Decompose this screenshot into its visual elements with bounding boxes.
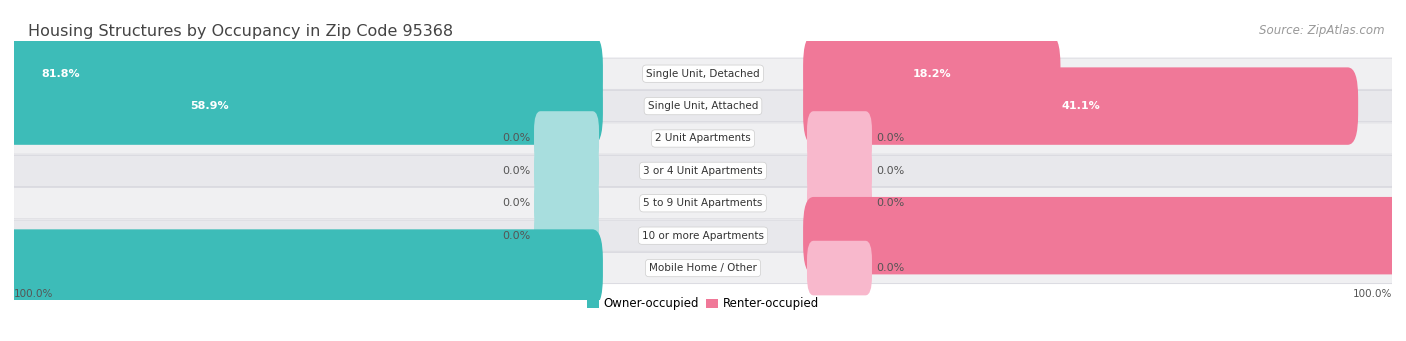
- Text: 100.0%: 100.0%: [14, 288, 53, 299]
- Text: Housing Structures by Occupancy in Zip Code 95368: Housing Structures by Occupancy in Zip C…: [28, 24, 453, 39]
- FancyBboxPatch shape: [14, 220, 1392, 251]
- FancyBboxPatch shape: [807, 111, 872, 166]
- Text: 0.0%: 0.0%: [502, 231, 530, 241]
- FancyBboxPatch shape: [14, 123, 1392, 154]
- Text: 58.9%: 58.9%: [190, 101, 229, 111]
- FancyBboxPatch shape: [534, 176, 599, 231]
- FancyBboxPatch shape: [807, 144, 872, 198]
- FancyBboxPatch shape: [534, 111, 599, 166]
- FancyBboxPatch shape: [534, 208, 599, 263]
- FancyBboxPatch shape: [14, 90, 1392, 122]
- Text: 18.2%: 18.2%: [912, 69, 950, 79]
- Text: 0.0%: 0.0%: [502, 166, 530, 176]
- Text: 0.0%: 0.0%: [502, 198, 530, 208]
- Text: 2 Unit Apartments: 2 Unit Apartments: [655, 133, 751, 144]
- Text: 0.0%: 0.0%: [876, 198, 904, 208]
- Text: Single Unit, Detached: Single Unit, Detached: [647, 69, 759, 79]
- Legend: Owner-occupied, Renter-occupied: Owner-occupied, Renter-occupied: [582, 293, 824, 315]
- FancyBboxPatch shape: [14, 58, 1392, 89]
- FancyBboxPatch shape: [807, 241, 872, 295]
- FancyBboxPatch shape: [807, 176, 872, 231]
- Text: 0.0%: 0.0%: [876, 263, 904, 273]
- Text: 0.0%: 0.0%: [502, 133, 530, 144]
- FancyBboxPatch shape: [14, 188, 1392, 219]
- FancyBboxPatch shape: [534, 144, 599, 198]
- Text: Single Unit, Attached: Single Unit, Attached: [648, 101, 758, 111]
- Text: 41.1%: 41.1%: [1062, 101, 1099, 111]
- FancyBboxPatch shape: [803, 197, 1406, 275]
- FancyBboxPatch shape: [803, 68, 1358, 145]
- Text: 0.0%: 0.0%: [876, 133, 904, 144]
- Text: 3 or 4 Unit Apartments: 3 or 4 Unit Apartments: [643, 166, 763, 176]
- Text: 0.0%: 0.0%: [876, 166, 904, 176]
- FancyBboxPatch shape: [14, 155, 1392, 187]
- FancyBboxPatch shape: [0, 35, 603, 113]
- Text: 100.0%: 100.0%: [1353, 288, 1392, 299]
- FancyBboxPatch shape: [14, 252, 1392, 284]
- Text: 81.8%: 81.8%: [42, 69, 80, 79]
- Text: Source: ZipAtlas.com: Source: ZipAtlas.com: [1260, 24, 1385, 37]
- FancyBboxPatch shape: [0, 68, 603, 145]
- Text: 10 or more Apartments: 10 or more Apartments: [643, 231, 763, 241]
- Text: Mobile Home / Other: Mobile Home / Other: [650, 263, 756, 273]
- Text: 5 to 9 Unit Apartments: 5 to 9 Unit Apartments: [644, 198, 762, 208]
- FancyBboxPatch shape: [803, 35, 1060, 113]
- FancyBboxPatch shape: [0, 229, 603, 307]
